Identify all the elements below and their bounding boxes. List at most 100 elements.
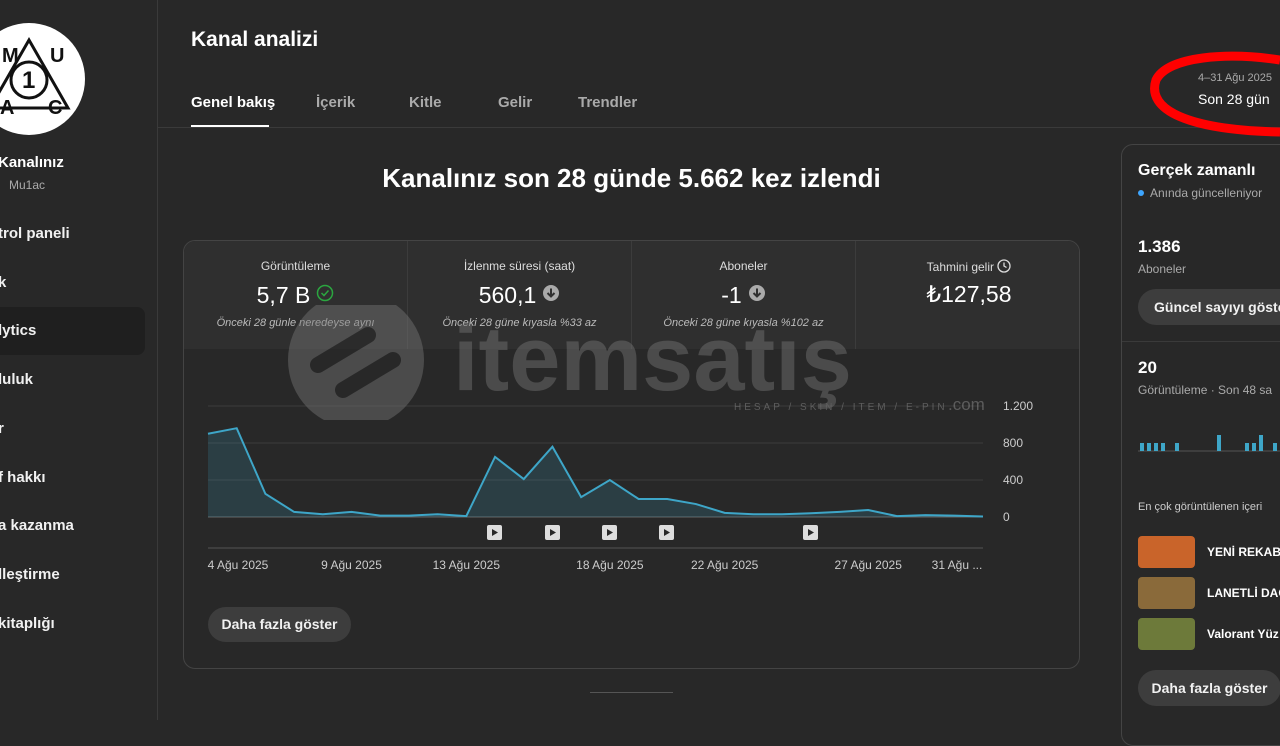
overview-card: Görüntüleme 5,7 B Önceki 28 günle neredeys… (183, 240, 1080, 669)
metric-note: Önceki 28 güne kıyasla %102 az (663, 317, 824, 329)
y-tick-label: 0 (1003, 510, 1010, 524)
metric-number: 5,7 B (256, 282, 311, 308)
tab[interactable]: Genel bakış (191, 94, 276, 111)
x-tick-label: 13 Ağu 2025 (433, 558, 501, 572)
tab[interactable]: Trendler (578, 94, 638, 111)
area (208, 428, 983, 517)
realtime-title: Gerçek zamanlı (1138, 162, 1256, 179)
headline: Kanalınız son 28 günde 5.662 kez izlendi (382, 163, 881, 193)
more-button[interactable]: Daha fazla göster (208, 607, 351, 642)
nav-item[interactable]: luluk (0, 371, 34, 389)
watermark-tagline: HESAP / SKIN / ITEM / E-PIN (734, 402, 948, 413)
header-divider (158, 127, 1280, 128)
metric-label: Görüntüleme (260, 259, 331, 273)
video-title[interactable]: YENİ REKAB (1207, 545, 1280, 559)
realtime-bar (1252, 443, 1256, 451)
period[interactable]: Son 28 gün (1198, 91, 1270, 107)
video-title[interactable]: Valorant Yüz (1207, 627, 1279, 641)
views-label: Görüntüleme · Son 48 sa (1138, 383, 1273, 397)
metric-value: 5,7 B (184, 281, 407, 309)
line (207, 427, 984, 518)
live-dot (1138, 190, 1144, 196)
views-count: 20 (1138, 358, 1157, 377)
x-tick-label: 9 Ağu 2025 (321, 558, 382, 572)
subscriber-count: 1.386 (1138, 237, 1181, 256)
watermark-brand: itemsatış (453, 308, 852, 410)
metric-card[interactable]: Görüntüleme 5,7 B Önceki 28 günle neredeys… (184, 241, 408, 349)
chart: 0 400 800 1.200 4 Ağu 2025 9 Ağu 2025 13 Ağu 2… (207, 399, 1034, 572)
metric-card[interactable]: İzlenme süresi (saat) 560,1 Önceki 28 güne… (408, 241, 632, 349)
video-title[interactable]: LANETLİ DAC (1207, 586, 1280, 600)
x-tick-label: 31 Ağu ... (932, 558, 983, 572)
avatar-letter: C (48, 97, 62, 119)
tab[interactable]: Kitle (409, 94, 442, 111)
avatar-letter: M (2, 45, 19, 67)
nav-item[interactable]: lleştirme (0, 565, 60, 583)
red-annotation (1150, 51, 1280, 137)
x-tick-label: 18 Ağu 2025 (576, 558, 644, 572)
active-item-bg (0, 307, 145, 355)
metric-label: Tahmini gelir (856, 259, 1079, 274)
metric-note: Önceki 28 günle neredeyse aynı (216, 317, 375, 329)
video-thumbnail[interactable] (1138, 618, 1195, 650)
avatar-letter: U (50, 45, 64, 67)
realtime-bar (1140, 443, 1144, 451)
avatar-letter: A (0, 97, 14, 119)
metric-value: ₺127,58 (856, 281, 1079, 308)
metric-number: 560,1 (478, 282, 537, 308)
metric-icon (316, 281, 334, 307)
metric-card[interactable]: Aboneler -1 Önceki 28 güne kıyasla %102 az (632, 241, 856, 349)
tab-underline (191, 125, 269, 127)
clock-icon (997, 259, 1011, 273)
subscriber-label: Aboneler (1138, 262, 1187, 276)
nav-item[interactable]: a kazanma (0, 517, 74, 535)
video-thumbnail[interactable] (1138, 536, 1195, 568)
metric-label: Aboneler (719, 259, 768, 273)
metric-label: İzlenme süresi (saat) (463, 259, 576, 273)
divider (590, 692, 673, 693)
watermark: itemsatış HESAP / SKIN / ITEM / E-PIN .c… (288, 305, 985, 420)
video-markers (487, 525, 818, 540)
metric-value: 560,1 (408, 281, 631, 309)
metric-number: -1 (721, 282, 742, 308)
show-count-button[interactable]: Güncel sayıyı göster (1138, 289, 1280, 325)
tab[interactable]: Gelir (498, 94, 533, 111)
realtime-bar (1147, 443, 1151, 451)
nav-item[interactable]: r (0, 419, 4, 437)
page-title: Kanal analizi (191, 28, 319, 51)
avatar-letter: 1 (22, 67, 35, 94)
realtime-bar (1217, 435, 1221, 451)
realtime-bars (1138, 435, 1280, 452)
divider (1122, 341, 1280, 342)
metric-icon (748, 281, 766, 307)
nav-item[interactable]: f hakkı (0, 468, 46, 486)
nav-item[interactable]: lytics (0, 322, 37, 340)
metric-icon (542, 281, 560, 307)
metric-number: ₺127,58 (926, 281, 1012, 307)
x-tick-label: 22 Ağu 2025 (691, 558, 759, 572)
top-content-label: En çok görüntülenen içeri (1138, 501, 1263, 513)
realtime-more-button[interactable]: Daha fazla göster (1138, 670, 1280, 706)
nav-item[interactable]: kitaplığı (0, 614, 55, 632)
x-tick-label: 4 Ağu 2025 (208, 558, 269, 572)
video-thumbnail[interactable] (1138, 577, 1195, 609)
realtime-bar (1175, 443, 1179, 451)
realtime-bar (1259, 435, 1263, 451)
date-range[interactable]: 4–31 Ağu 2025 (1198, 72, 1273, 84)
realtime-bar (1245, 443, 1249, 451)
sidebar: M U 1 A C Kanalınız Mu1ac trol paneli k ly… (0, 0, 158, 720)
nav-item[interactable]: trol paneli (0, 225, 70, 242)
metric-note: Önceki 28 güne kıyasla %33 az (442, 317, 597, 329)
realtime-bar (1273, 443, 1277, 451)
realtime-status: Anında güncelleniyor (1150, 186, 1263, 200)
realtime-bar (1154, 443, 1158, 451)
nav-item[interactable]: k (0, 273, 7, 291)
metric-value: -1 (632, 281, 855, 309)
metric-card[interactable]: Tahmini gelir ₺127,58 (856, 241, 1079, 349)
channel-handle: Mu1ac (9, 178, 46, 192)
channel-title: Kanalınız (0, 154, 64, 171)
avatar[interactable]: M U 1 A C (0, 22, 86, 136)
y-tick-label: 800 (1003, 436, 1023, 450)
tab[interactable]: İçerik (316, 94, 356, 111)
